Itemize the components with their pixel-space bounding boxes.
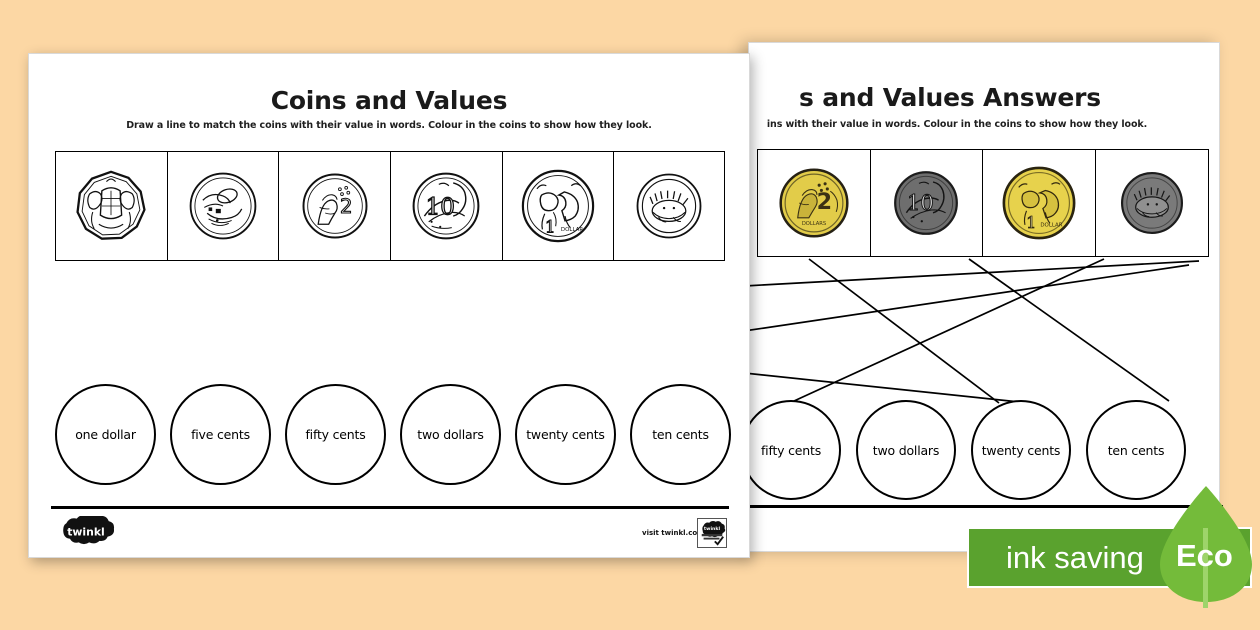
eco-label: Eco: [1176, 538, 1233, 573]
two-dollar-coin-outline-icon: 2: [302, 173, 368, 239]
worksheet-coin-strip: 2 10: [55, 151, 725, 261]
answers-value-label: ten cents: [1107, 442, 1165, 458]
answers-sheet-subtitle: ins with their value in words. Colour in…: [766, 119, 1148, 130]
ten-cent-coin-outline-icon: 10: [412, 172, 480, 240]
twenty-cent-coin-icon: [189, 172, 257, 240]
value-circle-fifty-cents[interactable]: fifty cents: [285, 384, 386, 485]
worksheet-coin-cell-6[interactable]: [614, 152, 724, 260]
answers-value-circle[interactable]: twenty cents: [971, 400, 1071, 500]
answers-coin-cell-one-dollar[interactable]: 1 DOLLAR: [983, 150, 1096, 256]
worksheet-coin-cell-4[interactable]: 10: [391, 152, 503, 260]
answers-coin-strip: 2 DOLLARS: [757, 149, 1209, 257]
answers-coin-cell-two-dollars[interactable]: 2 DOLLARS: [758, 150, 871, 256]
answers-value-circle[interactable]: two dollars: [856, 400, 956, 500]
svg-text:1: 1: [545, 218, 555, 237]
svg-text:1: 1: [1026, 214, 1036, 232]
answers-page-inner: s and Values Answers ins with their valu…: [709, 43, 1223, 551]
one-dollar-coin-outline-icon: 1 DOLLAR: [521, 169, 595, 243]
value-label: five cents: [191, 427, 250, 442]
twinkl-cloud-icon: twinkl: [63, 513, 115, 545]
value-label: one dollar: [75, 427, 136, 442]
one-dollar-coin-icon: 1 DOLLAR: [1002, 166, 1076, 240]
worksheet-page-inner: Coins and Values Draw a line to match th…: [29, 54, 749, 557]
value-label: fifty cents: [305, 427, 366, 442]
answers-sheet-title: s and Values Answers: [799, 83, 1101, 112]
worksheet-coin-cell-3[interactable]: 2: [279, 152, 392, 260]
svg-text:DOLLAR: DOLLAR: [561, 227, 583, 233]
svg-text:10: 10: [907, 191, 934, 215]
answers-value-circle[interactable]: ten cents: [1086, 400, 1186, 500]
answers-value-circle-row: fifty cents two dollars twenty cents ten…: [741, 400, 1186, 500]
two-dollar-coin-icon: 2 DOLLARS: [779, 168, 849, 238]
twinkl-logo[interactable]: twinkl: [55, 513, 117, 550]
answers-sheet[interactable]: s and Values Answers ins with their valu…: [709, 42, 1223, 552]
worksheet-footer-rule: [51, 506, 729, 509]
quality-badge-icon: twinkl: [701, 521, 726, 546]
svg-text:DOLLAR: DOLLAR: [1040, 222, 1062, 228]
five-cent-coin-icon: [1120, 171, 1183, 235]
twinkl-quality-badge: twinkl: [697, 518, 727, 548]
value-label: ten cents: [652, 427, 709, 442]
value-circle-ten-cents[interactable]: ten cents: [630, 384, 731, 485]
answers-footer-rule: [737, 505, 1223, 508]
worksheet-coin-cell-5[interactable]: 1 DOLLAR: [503, 152, 615, 260]
worksheet-subtitle: Draw a line to match the coins with thei…: [126, 120, 652, 131]
value-label: two dollars: [417, 427, 484, 442]
ink-saving-label: ink saving: [1006, 540, 1144, 575]
value-circle-five-cents[interactable]: five cents: [170, 384, 271, 485]
svg-text:2: 2: [340, 195, 352, 218]
value-circle-twenty-cents[interactable]: twenty cents: [515, 384, 616, 485]
value-circle-one-dollar[interactable]: one dollar: [55, 384, 156, 485]
value-label: twenty cents: [526, 427, 605, 442]
answers-matching-lines: [749, 258, 1200, 404]
svg-text:10: 10: [426, 195, 455, 221]
svg-text:twinkl: twinkl: [67, 526, 105, 539]
answers-value-label: fifty cents: [760, 442, 822, 458]
answers-value-label: two dollars: [872, 442, 940, 458]
worksheet-coin-cell-1[interactable]: [56, 152, 168, 260]
eco-leaf-icon: [1160, 486, 1252, 608]
value-circle-two-dollars[interactable]: two dollars: [400, 384, 501, 485]
five-cent-coin-outline-icon: [636, 173, 702, 239]
worksheet-title: Coins and Values: [270, 86, 508, 115]
answers-value-label: twenty cents: [981, 442, 1061, 458]
answers-coin-cell-five-cents[interactable]: [1096, 150, 1209, 256]
visit-url-text[interactable]: visit twinkl.com.au: [642, 529, 717, 537]
worksheet-coin-cell-2[interactable]: [168, 152, 280, 260]
svg-text:twinkl: twinkl: [704, 526, 721, 532]
svg-text:2: 2: [816, 189, 831, 215]
worksheet-value-circle-row: one dollar five cents fifty cents two do…: [55, 384, 731, 485]
ten-cent-coin-icon: 10: [894, 171, 959, 235]
answers-value-circle[interactable]: fifty cents: [741, 400, 841, 500]
answers-coin-cell-ten-cents[interactable]: 10: [871, 150, 983, 256]
fifty-cent-coin-icon: [76, 170, 146, 240]
worksheet-sheet[interactable]: Coins and Values Draw a line to match th…: [28, 53, 750, 558]
svg-text:DOLLARS: DOLLARS: [802, 221, 826, 227]
